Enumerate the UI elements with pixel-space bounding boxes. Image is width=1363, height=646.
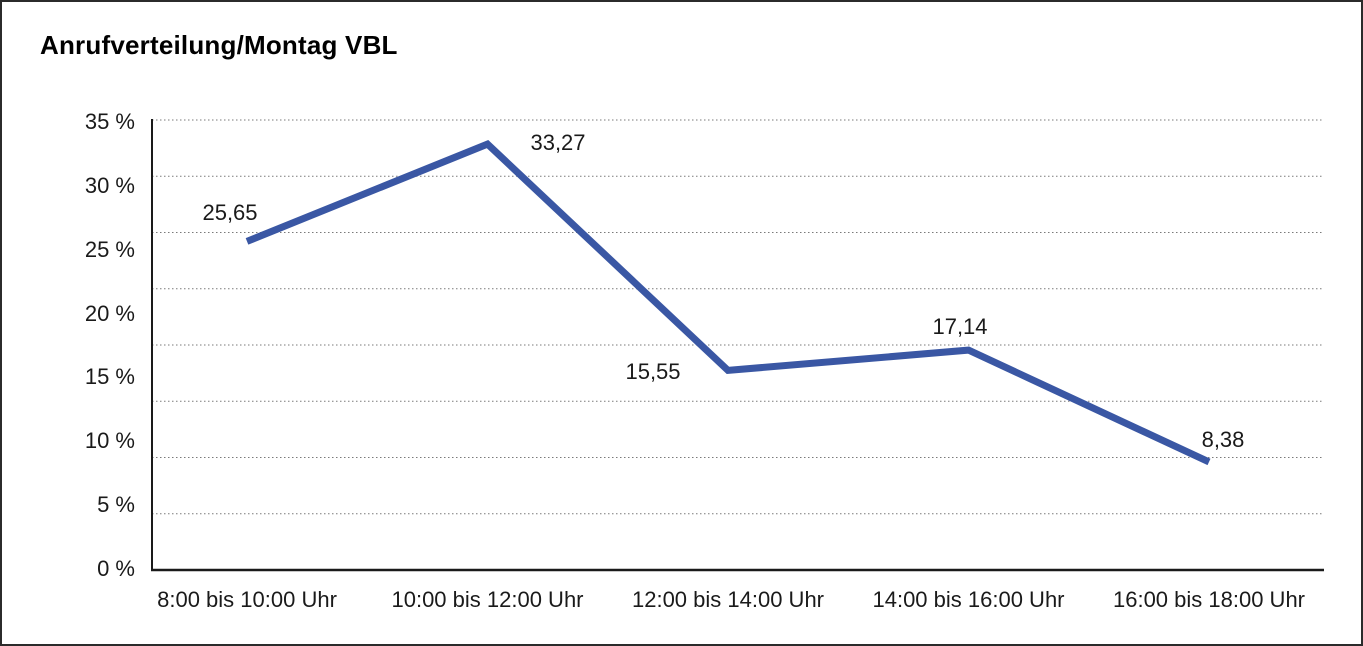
y-axis-tick-label: 15 % bbox=[84, 364, 135, 390]
x-axis-category-label: 12:00 bis 14:00 Uhr bbox=[631, 587, 825, 612]
data-point-value-label: 8,38 bbox=[1201, 427, 1245, 452]
x-axis-category-label: 10:00 bis 12:00 Uhr bbox=[391, 587, 584, 612]
data-point-value-label: 17,14 bbox=[932, 314, 988, 339]
y-axis-tick-label: 30 % bbox=[84, 172, 135, 198]
data-point-value-label: 25,65 bbox=[202, 200, 258, 225]
y-axis-tick-label: 5 % bbox=[97, 492, 135, 518]
x-axis-category-label: 8:00 bis 10:00 Uhr bbox=[157, 587, 337, 612]
y-axis-tick-label: 0 % bbox=[97, 556, 135, 581]
chart-title: Anrufverteilung/Montag VBL bbox=[40, 30, 398, 60]
x-axis-category-label: 16:00 bis 18:00 Uhr bbox=[1112, 587, 1306, 612]
data-series-line bbox=[245, 140, 1211, 466]
y-axis-tick-label: 35 % bbox=[84, 109, 135, 134]
y-axis-tick-label: 10 % bbox=[84, 428, 135, 454]
y-axis-tick-label: 25 % bbox=[84, 236, 135, 262]
x-axis-category-label: 14:00 bis 16:00 Uhr bbox=[872, 587, 1065, 612]
y-axis-tick-label: 20 % bbox=[84, 300, 135, 326]
data-point-value-label: 33,27 bbox=[530, 130, 586, 155]
data-point-value-label: 15,55 bbox=[625, 359, 681, 384]
